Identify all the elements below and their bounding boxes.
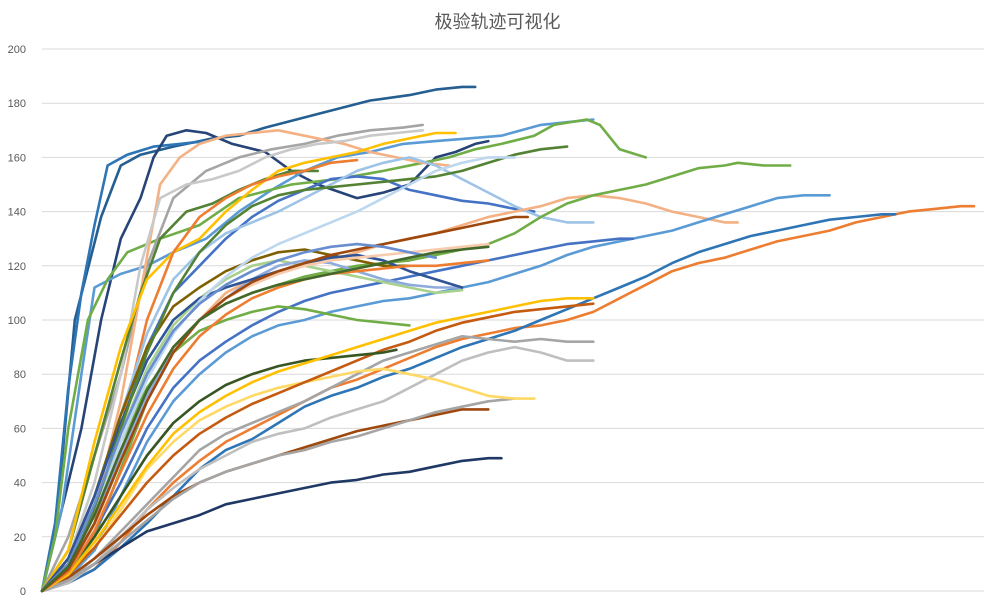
series-line-19 <box>40 334 595 593</box>
series-line-23 <box>40 397 516 593</box>
y-tick-label: 100 <box>8 315 26 327</box>
series-line-2 <box>40 139 208 593</box>
series-line-40 <box>40 245 490 593</box>
y-tick-label: 20 <box>14 532 26 544</box>
series-lines <box>40 85 976 593</box>
series-line-27 <box>40 296 595 593</box>
series-line-25 <box>40 302 595 593</box>
chart-title: 极验轨迹可视化 <box>434 12 561 33</box>
series-line-24 <box>40 367 536 593</box>
y-axis-tick-labels: 0 20 40 60 80 100 120 140 160 180 200 <box>8 44 26 598</box>
series-line-21 <box>40 456 503 593</box>
series-line-18 <box>40 213 897 593</box>
series-line-12 <box>40 175 536 593</box>
y-tick-label: 0 <box>20 586 26 598</box>
series-line-28 <box>40 237 635 593</box>
series-line-34 <box>40 145 569 593</box>
series-line-17 <box>40 204 976 593</box>
y-tick-label: 160 <box>8 152 26 164</box>
y-tick-label: 40 <box>14 478 26 490</box>
series-line-4 <box>40 118 595 593</box>
series-line-8 <box>40 129 425 593</box>
series-line-33 <box>40 253 464 593</box>
series-line-10 <box>40 131 457 593</box>
series-line-20 <box>40 345 595 593</box>
y-tick-label: 200 <box>8 44 26 56</box>
series-line-37 <box>40 259 490 593</box>
y-tick-label: 140 <box>8 207 26 219</box>
y-tick-label: 180 <box>8 98 26 110</box>
series-line-26 <box>40 348 398 593</box>
y-tick-label: 120 <box>8 261 26 273</box>
series-line-7 <box>40 129 451 593</box>
series-line-5 <box>40 118 648 593</box>
y-tick-label: 80 <box>14 369 26 381</box>
y-tick-label: 60 <box>14 423 26 435</box>
series-line-36 <box>40 156 516 593</box>
series-line-38 <box>40 215 530 593</box>
series-line-13 <box>40 156 595 593</box>
series-line-39 <box>40 242 438 593</box>
